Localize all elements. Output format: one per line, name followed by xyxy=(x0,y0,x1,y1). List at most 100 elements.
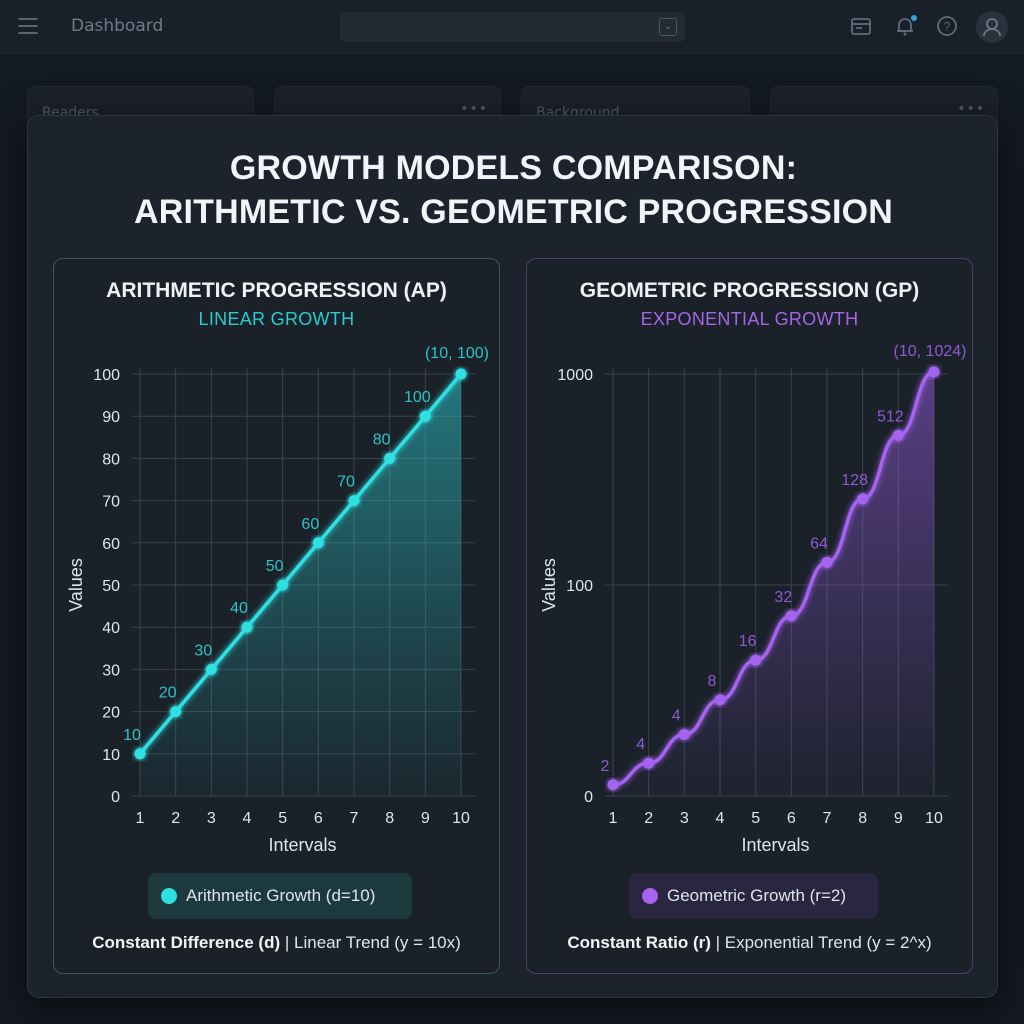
data-point xyxy=(419,410,431,422)
avatar[interactable] xyxy=(976,11,1008,43)
x-axis-label: Intervals xyxy=(268,835,336,855)
x-tick-label: 4 xyxy=(716,810,725,827)
legend-item[interactable]: Arithmetic Growth (d=10) xyxy=(148,873,412,919)
data-point xyxy=(312,537,324,549)
x-tick-label: 7 xyxy=(823,810,832,827)
data-point xyxy=(455,368,467,380)
x-tick-label: 7 xyxy=(350,810,359,827)
data-point xyxy=(170,706,182,718)
chart-title: GEOMETRIC PROGRESSION (GP) xyxy=(579,279,920,302)
chevron-down-icon[interactable]: ⌄ xyxy=(659,18,677,36)
search-input[interactable]: ⌄ xyxy=(340,12,685,42)
data-point xyxy=(384,452,396,464)
legend-item[interactable]: Geometric Growth (r=2) xyxy=(629,873,878,919)
top-bar: Dashboard ⌄ ? xyxy=(0,0,1024,54)
app-title: Dashboard xyxy=(71,16,164,36)
data-label: 64 xyxy=(810,535,828,552)
y-axis-label: Values xyxy=(66,558,86,612)
y-tick-label: 100 xyxy=(566,578,593,595)
legend-swatch xyxy=(642,888,658,904)
x-tick-label: 3 xyxy=(680,810,689,827)
data-point xyxy=(857,493,869,505)
data-point xyxy=(241,621,253,633)
x-tick-label: 9 xyxy=(421,810,430,827)
y-tick-label: 70 xyxy=(102,494,120,511)
chart-title: ARITHMETIC PROGRESSION (AP) xyxy=(106,279,447,302)
data-point xyxy=(348,495,360,507)
data-label: 10 xyxy=(123,727,141,744)
data-point xyxy=(928,366,940,378)
data-point xyxy=(750,654,762,666)
y-tick-label: 100 xyxy=(93,367,120,384)
y-tick-label: 60 xyxy=(102,536,120,553)
data-label: 80 xyxy=(373,431,391,448)
data-point xyxy=(643,757,655,769)
x-tick-label: 5 xyxy=(751,810,760,827)
help-icon[interactable]: ? xyxy=(935,14,959,38)
x-axis-label: Intervals xyxy=(741,835,809,855)
x-tick-label: 8 xyxy=(858,810,867,827)
data-label: 128 xyxy=(841,472,868,489)
series-area xyxy=(140,374,461,796)
x-tick-label: 2 xyxy=(644,810,653,827)
data-label: 100 xyxy=(404,389,431,406)
data-label: 40 xyxy=(230,600,248,617)
y-tick-label: 0 xyxy=(111,789,120,806)
y-tick-label: 20 xyxy=(102,705,120,722)
x-tick-label: 1 xyxy=(609,810,618,827)
x-tick-label: 6 xyxy=(314,810,323,827)
x-tick-label: 5 xyxy=(278,810,287,827)
data-point xyxy=(678,728,690,740)
endpoint-annotation: (10, 100) xyxy=(425,345,489,362)
chart-subtitle: LINEAR GROWTH xyxy=(198,309,355,329)
gp-panel: GEOMETRIC PROGRESSION (GP) EXPONENTIAL G… xyxy=(526,258,973,974)
data-label: 4 xyxy=(636,736,645,753)
data-label: 4 xyxy=(672,707,681,724)
data-label: 32 xyxy=(774,589,792,606)
data-point xyxy=(277,579,289,591)
more-icon[interactable]: ••• xyxy=(460,101,488,117)
x-tick-label: 1 xyxy=(136,810,145,827)
more-icon[interactable]: ••• xyxy=(957,101,985,117)
data-label: 20 xyxy=(159,685,177,702)
data-point xyxy=(205,663,217,675)
y-tick-label: 0 xyxy=(584,789,593,806)
data-label: 60 xyxy=(301,516,319,533)
calendar-icon[interactable] xyxy=(849,14,873,38)
modal-title: GROWTH MODELS COMPARISON: ARITHMETIC VS.… xyxy=(133,149,894,231)
series-area xyxy=(613,371,934,796)
data-point xyxy=(714,694,726,706)
y-tick-label: 30 xyxy=(102,662,120,679)
data-label: 30 xyxy=(194,642,212,659)
x-tick-label: 2 xyxy=(171,810,180,827)
chart-footer: Constant Ratio (r) | Exponential Trend (… xyxy=(567,933,932,952)
legend-swatch xyxy=(161,888,177,904)
x-tick-label: 6 xyxy=(787,810,796,827)
svg-text:?: ? xyxy=(944,20,951,34)
series-line xyxy=(138,372,463,756)
y-axis-label: Values xyxy=(539,558,559,612)
chart-subtitle: EXPONENTIAL GROWTH xyxy=(640,309,859,329)
data-label: 50 xyxy=(266,558,284,575)
y-tick-label: 1000 xyxy=(557,367,593,384)
data-label: 512 xyxy=(877,408,904,425)
x-tick-label: 10 xyxy=(925,810,943,827)
x-tick-label: 3 xyxy=(207,810,216,827)
endpoint-annotation: (10, 1024) xyxy=(894,343,967,360)
chart-footer: Constant Difference (d) | Linear Trend (… xyxy=(92,933,461,952)
data-point xyxy=(892,429,904,441)
menu-icon[interactable] xyxy=(18,18,38,34)
y-tick-label: 50 xyxy=(102,578,120,595)
y-tick-label: 10 xyxy=(102,747,120,764)
x-tick-label: 9 xyxy=(894,810,903,827)
y-tick-label: 90 xyxy=(102,409,120,426)
data-point xyxy=(821,556,833,568)
data-label: 8 xyxy=(708,673,717,690)
bell-icon[interactable] xyxy=(893,14,917,38)
chart-modal: GROWTH MODELS COMPARISON: ARITHMETIC VS.… xyxy=(27,115,998,998)
data-label: 2 xyxy=(601,758,610,775)
x-tick-label: 4 xyxy=(243,810,252,827)
x-tick-label: 10 xyxy=(452,810,470,827)
data-point xyxy=(785,610,797,622)
